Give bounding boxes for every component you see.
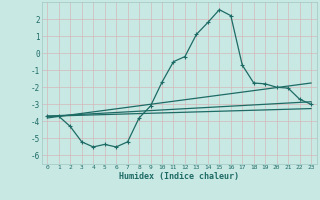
X-axis label: Humidex (Indice chaleur): Humidex (Indice chaleur) [119,172,239,181]
